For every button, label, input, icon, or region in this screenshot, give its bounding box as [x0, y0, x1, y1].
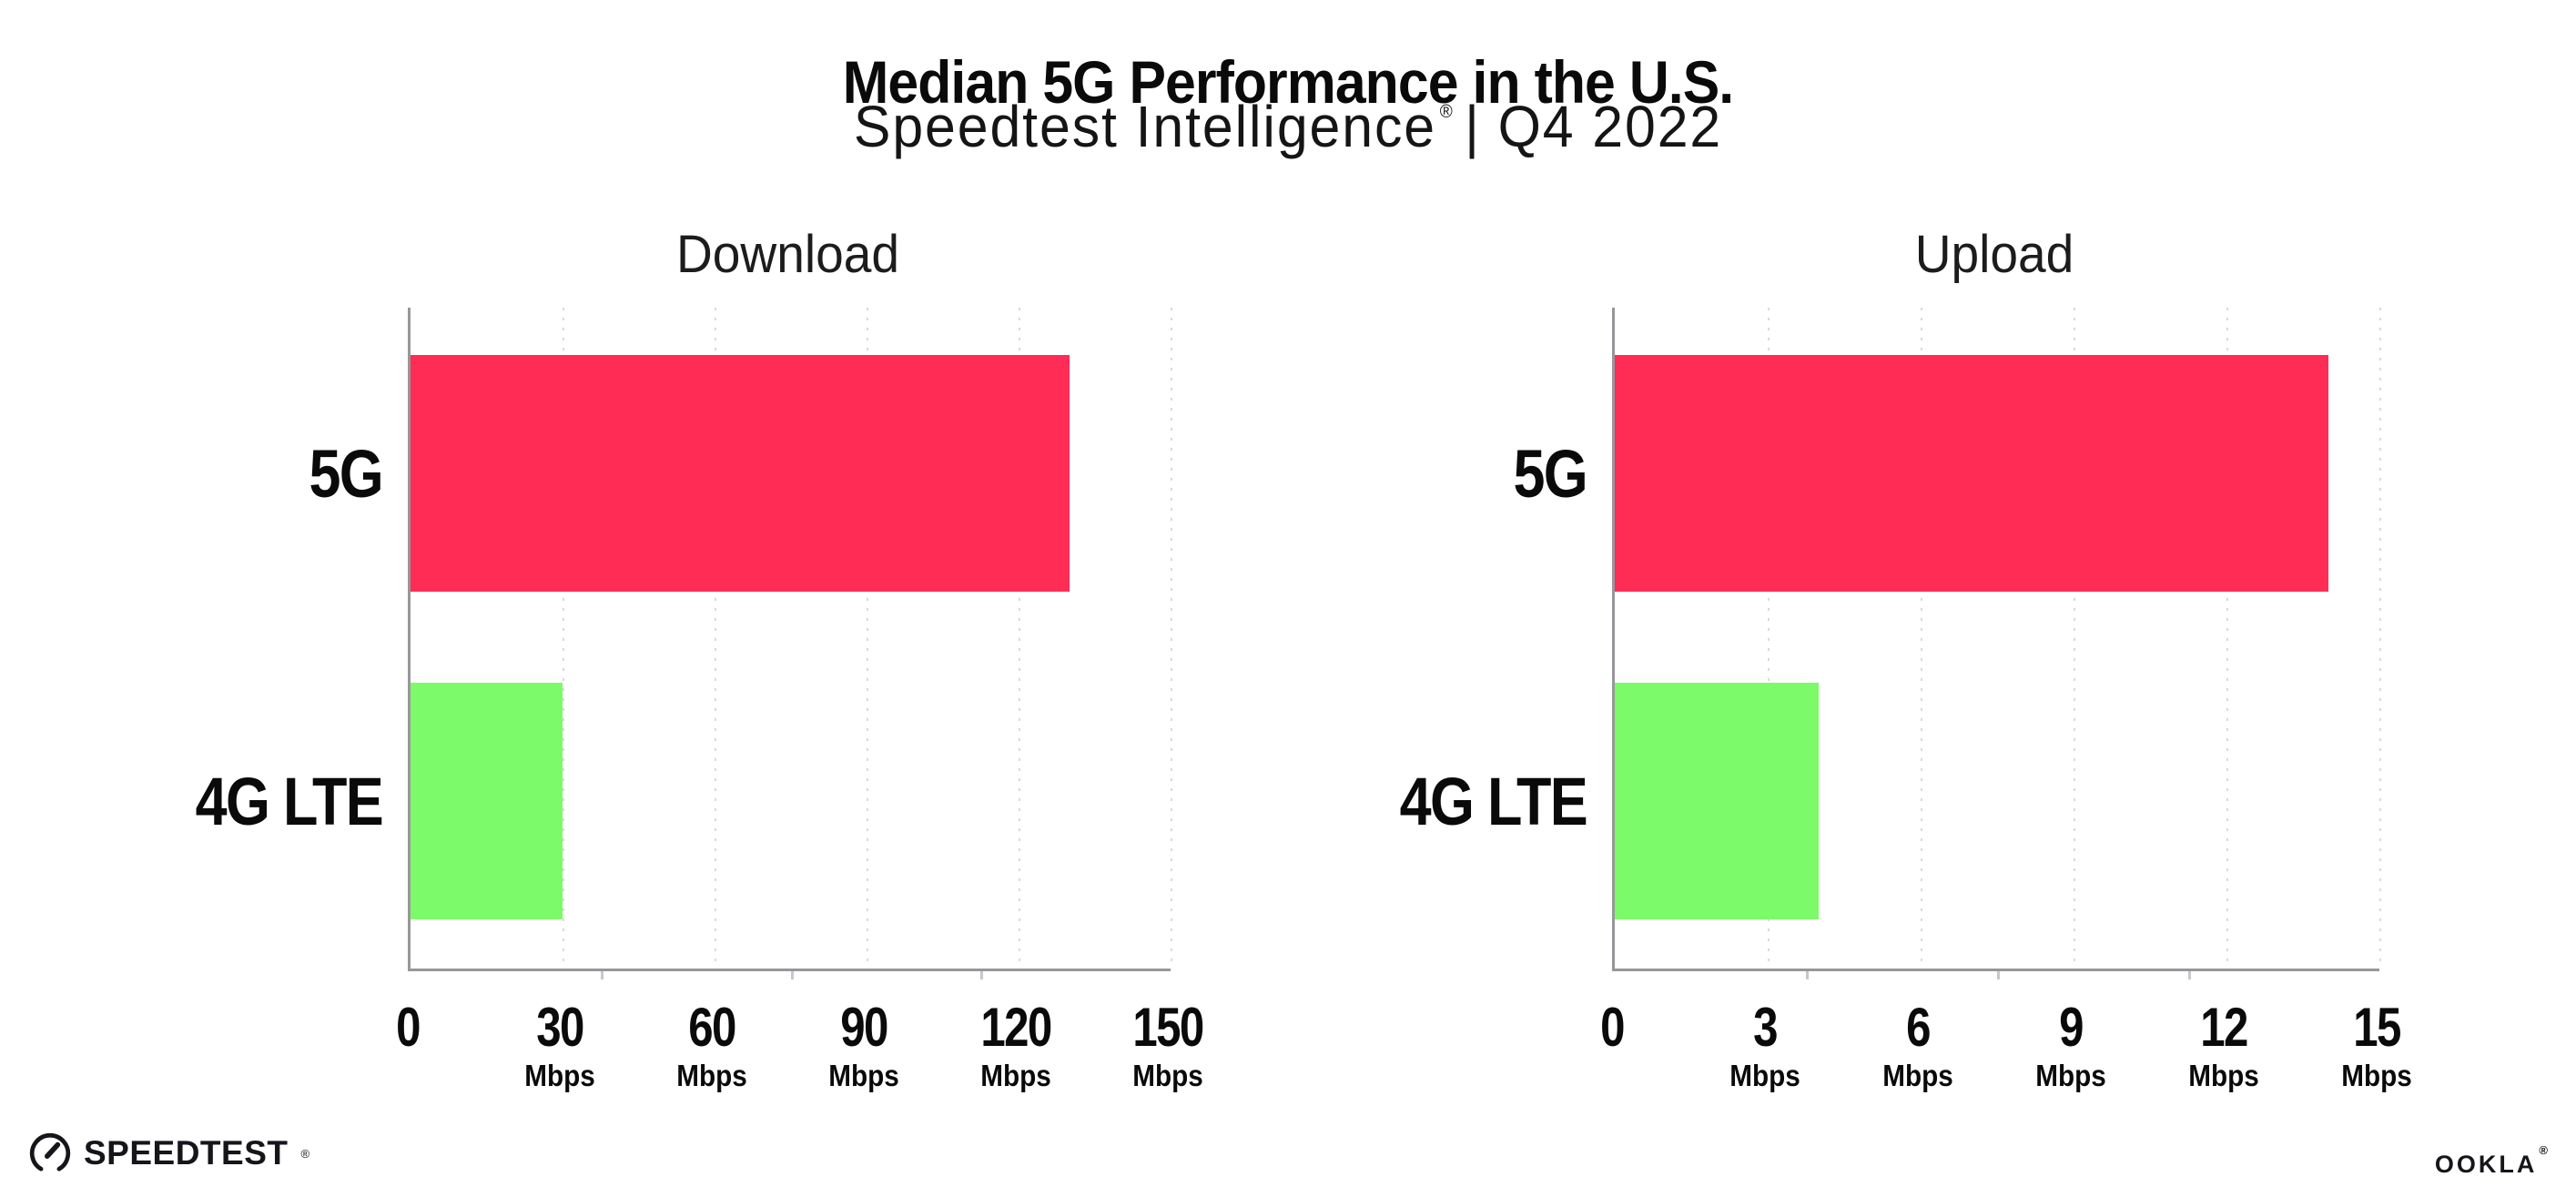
x-tick-unit: Mbps	[676, 1059, 747, 1092]
gridline	[2379, 308, 2381, 969]
gridline	[867, 308, 868, 969]
plot-area-upload	[1612, 308, 2381, 979]
gridline	[2074, 308, 2075, 969]
x-tick-value: 0	[396, 997, 421, 1058]
x-tick: 30 Mbps	[521, 996, 599, 1093]
x-tick-unit: Mbps	[828, 1059, 899, 1092]
page-subtitle: Speedtest Intelligence ® | Q4 2022	[65, 93, 2512, 160]
ookla-registered-mark: ®	[2539, 1143, 2551, 1157]
x-tick-value: 90	[840, 997, 888, 1058]
x-tick-unit: Mbps	[980, 1059, 1051, 1092]
gridline	[1921, 308, 1922, 969]
x-tick-value: 12	[2200, 997, 2248, 1058]
gridline	[563, 308, 564, 969]
gridline	[1768, 308, 1770, 969]
x-tick: 12 Mbps	[2185, 996, 2263, 1093]
axis-minor-tick	[790, 971, 794, 979]
x-tick: 60 Mbps	[673, 996, 751, 1093]
x-tick-unit: Mbps	[1729, 1059, 1800, 1092]
x-tick: 90 Mbps	[825, 996, 903, 1093]
registered-mark: ®	[1439, 102, 1453, 122]
x-tick-value: 6	[1906, 997, 1931, 1058]
x-tick-value: 9	[2059, 997, 2084, 1058]
speedtest-gauge-icon	[29, 1132, 71, 1172]
x-tick-value: 3	[1753, 997, 1778, 1058]
x-tick-unit: Mbps	[2188, 1059, 2259, 1092]
x-tick: 6 Mbps	[1879, 996, 1957, 1093]
x-tick: 0	[1597, 996, 1626, 1059]
axis-minor-tick	[1997, 971, 2000, 979]
x-tick-value: 120	[980, 997, 1052, 1058]
speedtest-logo-text: SPEEDTEST	[84, 1134, 289, 1172]
upload-chart-title: Upload	[1914, 225, 2074, 284]
bar-5g	[411, 355, 1070, 592]
ookla-logo-text: OOKLA	[2434, 1151, 2538, 1178]
category-label-4g-lte: 4G LTE	[195, 763, 384, 839]
x-tick-unit: Mbps	[2341, 1059, 2412, 1092]
x-tick-value: 30	[536, 997, 584, 1058]
category-label-5g: 5G	[1513, 435, 1587, 512]
ookla-logo: OOKLA®	[2435, 1143, 2551, 1179]
speedtest-logo: SPEEDTEST ®	[27, 1131, 309, 1176]
x-tick-value: 150	[1132, 997, 1204, 1058]
x-tick-unit: Mbps	[1132, 1059, 1203, 1092]
bar-4g-lte	[1615, 683, 1819, 919]
plot-area-download	[408, 308, 1172, 979]
axis-minor-tick	[600, 971, 603, 979]
bar-4g-lte	[411, 683, 563, 919]
gridline	[1171, 308, 1172, 969]
axis-minor-tick	[980, 971, 984, 979]
x-tick-value: 15	[2353, 997, 2401, 1058]
download-chart-title: Download	[675, 225, 900, 284]
x-tick-unit: Mbps	[524, 1059, 595, 1092]
gridline	[2226, 308, 2228, 969]
subtitle-period: | Q4 2022	[1465, 94, 1723, 159]
x-tick-value: 60	[688, 997, 736, 1058]
x-tick: 0	[393, 996, 421, 1059]
gridline	[715, 308, 716, 969]
axis-minor-tick	[1806, 971, 1809, 979]
x-tick-unit: Mbps	[2035, 1059, 2106, 1092]
x-tick: 15 Mbps	[2338, 996, 2416, 1093]
axis-minor-tick	[2188, 971, 2191, 979]
category-label-5g: 5G	[309, 435, 383, 512]
speedtest-registered-mark: ®	[300, 1146, 310, 1161]
x-tick: 3 Mbps	[1726, 996, 1804, 1093]
category-label-4g-lte: 4G LTE	[1399, 763, 1588, 839]
subtitle-brand: Speedtest Intelligence	[853, 94, 1436, 159]
x-tick: 9 Mbps	[2032, 996, 2110, 1093]
page-title: Median 5G Performance in the U.S.	[842, 48, 1734, 117]
bar-5g	[1615, 355, 2328, 592]
x-tick-unit: Mbps	[1882, 1059, 1953, 1092]
x-tick: 120 Mbps	[973, 996, 1059, 1093]
gridline	[1019, 308, 1020, 969]
x-tick-value: 0	[1600, 997, 1625, 1058]
x-tick: 150 Mbps	[1125, 996, 1211, 1093]
